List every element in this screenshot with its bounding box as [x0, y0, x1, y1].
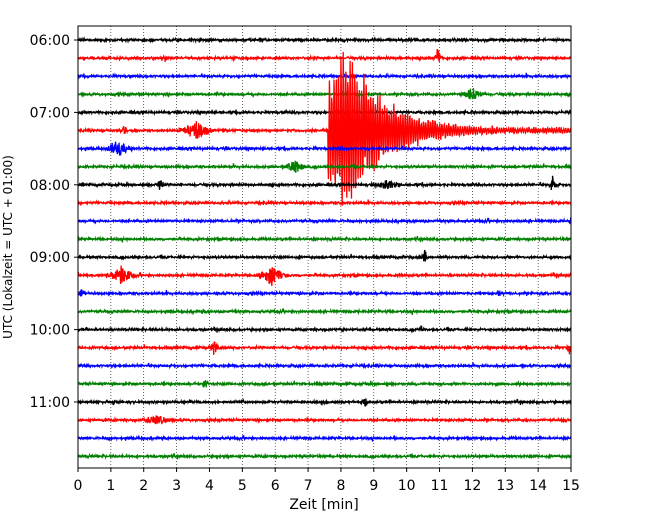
- y-tick-label: 10:00: [30, 323, 70, 339]
- x-tick-label: 0: [74, 478, 83, 494]
- y-axis: 06:00 07:00 08:00 09:00 10:00 11:00: [30, 33, 78, 411]
- trace-1015: [77, 341, 572, 355]
- x-tick-label: 1: [106, 478, 115, 494]
- trace-0845: [77, 235, 572, 243]
- trace-0645: [77, 88, 572, 100]
- trace-group: [77, 36, 572, 460]
- x-axis: 0 1 2 3 4 5 6 7 8 9 10 11 12 13 14 15: [74, 468, 580, 494]
- trace-0900: [77, 249, 572, 262]
- trace-0945: [77, 307, 572, 316]
- trace-0615: [77, 48, 572, 63]
- x-tick-label: 7: [304, 478, 313, 494]
- x-tick-label: 4: [205, 478, 214, 494]
- plot-frame: [77, 25, 572, 469]
- trace-1000: [77, 325, 572, 334]
- x-tick-label: 15: [562, 478, 580, 494]
- trace-1045: [77, 379, 572, 388]
- trace-0700: [77, 108, 572, 117]
- trace-1115: [77, 415, 572, 425]
- trace-0600: [77, 36, 572, 44]
- x-tick-label: 12: [463, 478, 481, 494]
- trace-1100: [77, 398, 572, 407]
- trace-0815: [77, 199, 572, 207]
- x-axis-label: Zeit [min]: [289, 497, 358, 513]
- trace-1030: [77, 361, 572, 370]
- trace-0630: [77, 72, 572, 80]
- x-tick-label: 9: [369, 478, 378, 494]
- x-tick-label: 11: [431, 478, 449, 494]
- trace-0745: [77, 160, 572, 173]
- x-tick-label: 6: [271, 478, 280, 494]
- trace-0930: [77, 289, 572, 298]
- trace-1130: [77, 434, 572, 442]
- x-tick-label: 5: [238, 478, 247, 494]
- x-tick-label: 3: [172, 478, 181, 494]
- trace-1145: [77, 452, 572, 460]
- y-tick-label: 11:00: [30, 395, 70, 411]
- trace-0715: [77, 51, 572, 206]
- trace-0730: [77, 141, 572, 156]
- y-tick-label: 08:00: [30, 178, 70, 194]
- y-tick-label: 09:00: [30, 250, 70, 266]
- trace-0800: [77, 175, 572, 191]
- y-axis-label: UTC (Lokalzeit = UTC + 01:00): [1, 155, 15, 339]
- x-tick-label: 13: [496, 478, 514, 494]
- x-tick-label: 8: [336, 478, 345, 494]
- y-tick-label: 07:00: [30, 105, 70, 121]
- x-tick-label: 14: [529, 478, 547, 494]
- y-tick-label: 06:00: [30, 33, 70, 49]
- x-tick-label: 2: [139, 478, 148, 494]
- trace-0915: [77, 265, 572, 286]
- x-tick-label: 10: [398, 478, 416, 494]
- trace-0830: [77, 217, 572, 225]
